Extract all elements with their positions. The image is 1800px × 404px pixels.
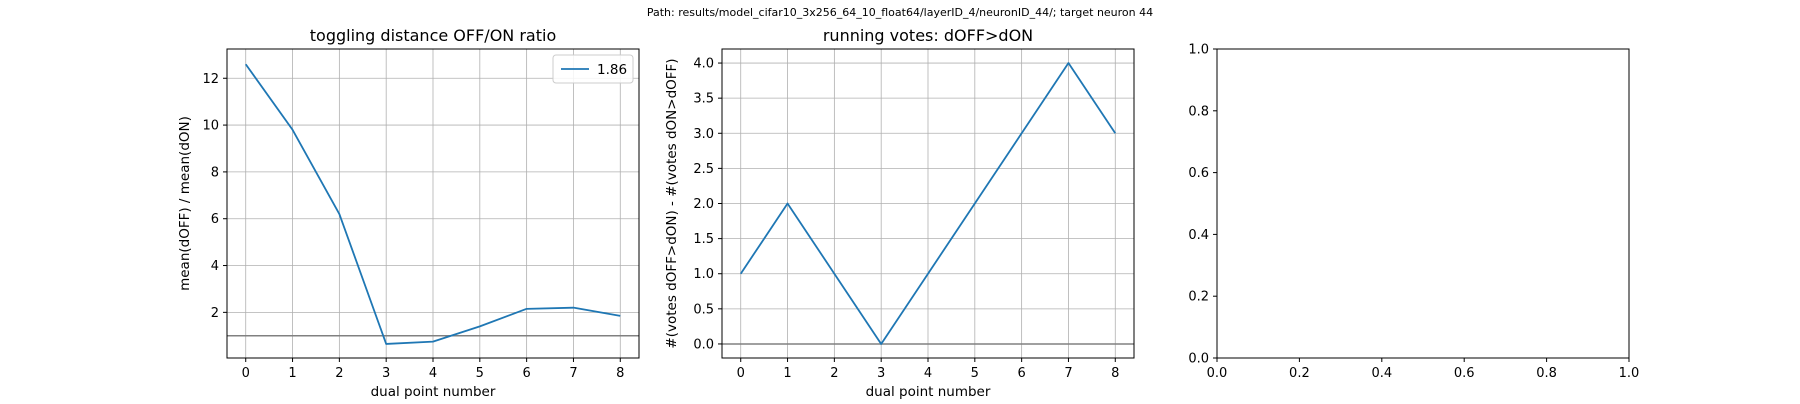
chart-3-x-tick-label: 0.8 — [1536, 366, 1557, 381]
chart-2-x-tick-label: 5 — [971, 366, 979, 381]
chart-2-y-tick-label: 4.0 — [693, 57, 714, 72]
chart-2-panel: 0 1 2 3 4 5 6 7 8 0.0 0.5 1.0 1.5 2.0 2.5 3.0 3.5 4.0 runn… — [664, 26, 1135, 400]
chart-1-legend-box — [552, 54, 634, 84]
chart-2-y-tick-label: 2.5 — [693, 162, 714, 177]
chart-3-y-tick-label: 0.6 — [1188, 166, 1209, 181]
chart-1-x-tick-label: 8 — [616, 366, 624, 381]
chart-3-x-tick-label: 0.6 — [1454, 366, 1475, 381]
chart-2-x-tick-label: 6 — [1017, 366, 1025, 381]
chart-2-y-tick-label: 2.0 — [693, 197, 714, 212]
chart-1-legend-label: 1.86 — [597, 62, 627, 78]
chart-1-series-line — [244, 63, 621, 345]
chart-2-x-tick-label: 8 — [1111, 366, 1119, 381]
chart-1-x-tick-label: 7 — [569, 366, 577, 381]
chart-2-x-axis-label: dual point number — [866, 384, 991, 400]
chart-3-y-tick-label: 0.2 — [1188, 290, 1209, 305]
chart-2-y-tick-label: 0.5 — [693, 302, 714, 317]
chart-1-x-axis-label: dual point number — [371, 384, 496, 400]
chart-2-y-tick-label: 3.0 — [693, 127, 714, 142]
chart-1-x-tick-label: 1 — [288, 366, 296, 381]
chart-3-y-tick-label: 0.0 — [1188, 352, 1209, 367]
chart-3-x-tick-label: 0.4 — [1371, 366, 1392, 381]
chart-2-x-tick-label: 3 — [877, 366, 885, 381]
chart-3-y-tick-label: 0.8 — [1188, 104, 1209, 119]
chart-3-x-tick-label: 0.0 — [1207, 366, 1228, 381]
chart-1-y-tick-label: 4 — [211, 259, 219, 274]
chart-1-x-tick-label: 5 — [476, 366, 484, 381]
chart-2-y-tick-label: 1.5 — [693, 232, 714, 247]
chart-2-y-tick-label: 1.0 — [693, 267, 714, 282]
chart-1-x-tick-label: 4 — [429, 366, 437, 381]
chart-1-y-tick-label: 6 — [211, 212, 219, 227]
chart-3-x-tick-label: 1.0 — [1619, 366, 1640, 381]
chart-2-title: running votes: dOFF>dON — [823, 26, 1033, 45]
chart-2-x-tick-label: 1 — [783, 366, 791, 381]
chart-2-y-tick-label: 3.5 — [693, 92, 714, 107]
chart-2-x-tick-label: 0 — [737, 366, 745, 381]
chart-1-x-tick-label: 2 — [335, 366, 343, 381]
chart-3-axes-frame — [1216, 48, 1630, 359]
figure-suptitle: Path: results/model_cifar10_3x256_64_10_… — [647, 6, 1153, 19]
chart-2-series-line — [739, 62, 1117, 345]
chart-1-y-tick-label: 8 — [211, 165, 219, 180]
chart-3-x-tick-label: 0.2 — [1289, 366, 1310, 381]
chart-1-y-tick-label: 10 — [202, 119, 219, 134]
chart-1-x-tick-label: 3 — [382, 366, 390, 381]
chart-1-legend: 1.86 — [552, 54, 634, 84]
chart-1-y-tick-label: 12 — [202, 72, 219, 87]
chart-1-y-tick-label: 2 — [211, 306, 219, 321]
chart-2-x-tick-label: 4 — [924, 366, 932, 381]
chart-3-y-tick-label: 1.0 — [1188, 43, 1209, 58]
chart-1-x-tick-label: 6 — [522, 366, 530, 381]
chart-1-title: toggling distance OFF/ON ratio — [310, 26, 556, 45]
chart-1-x-tick-label: 0 — [242, 366, 250, 381]
chart-1-y-axis-label: mean(dOFF) / mean(dON) — [177, 116, 193, 291]
chart-2-y-tick-label: 0.0 — [693, 337, 714, 352]
chart-2-y-axis-label: #(votes dOFF>dON) - #(votes dON>dOFF) — [664, 58, 680, 348]
chart-2-x-tick-label: 2 — [830, 366, 838, 381]
chart-3-panel: 0.0 0.2 0.4 0.6 0.8 1.0 0.0 0.2 0.4 0.6 0.8 1.0 — [1188, 43, 1639, 382]
chart-2-x-tick-label: 7 — [1064, 366, 1072, 381]
chart-3-y-tick-label: 0.4 — [1188, 228, 1209, 243]
